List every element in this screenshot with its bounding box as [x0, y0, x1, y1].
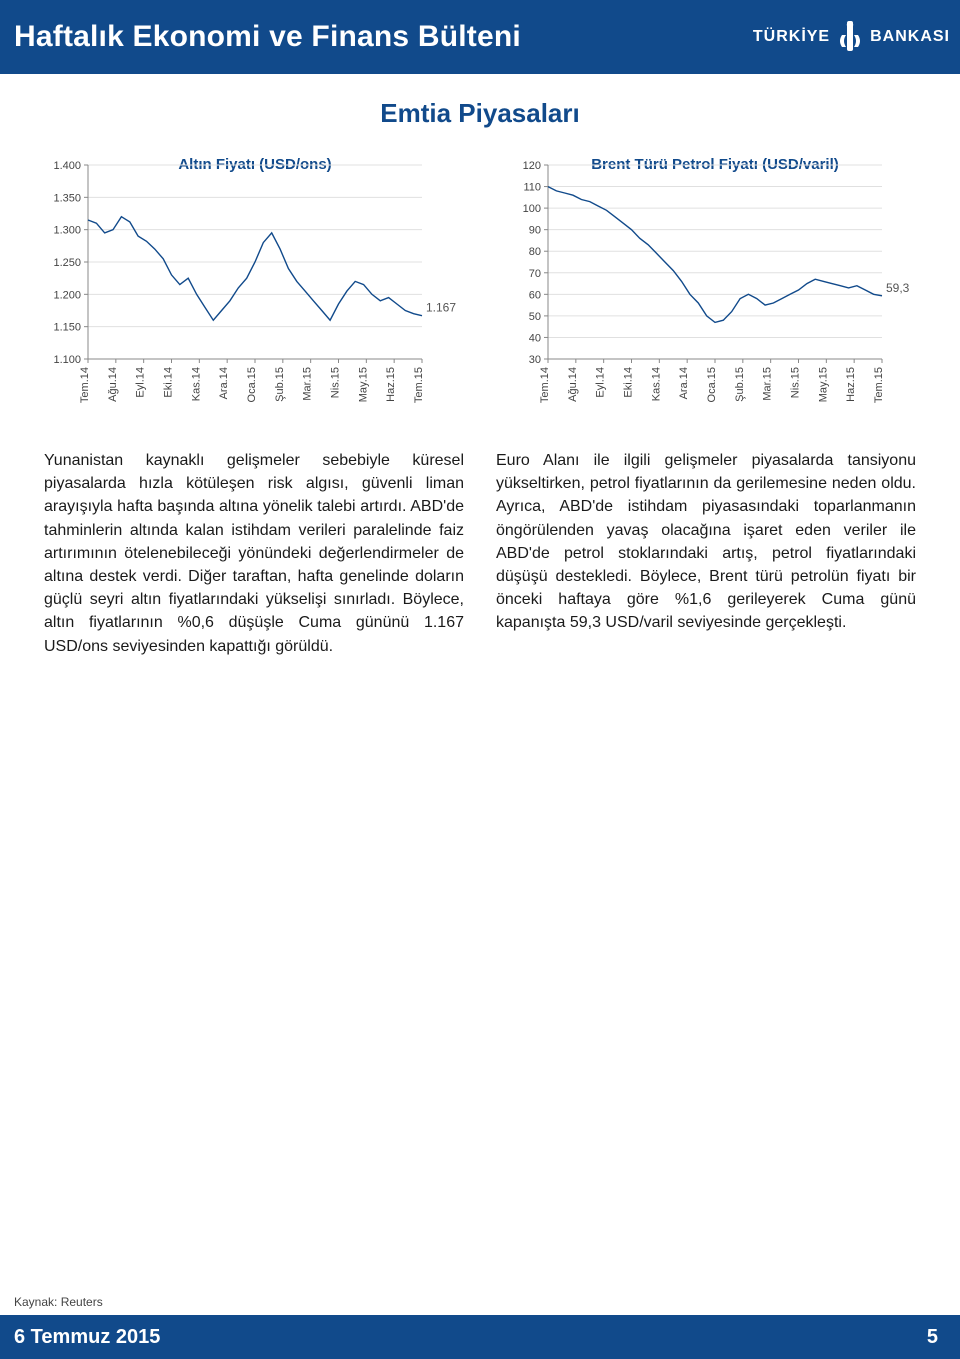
- footer-date: 6 Temmuz 2015: [14, 1326, 160, 1349]
- ytick-label: 120: [523, 160, 541, 172]
- ytick-label: 1.300: [53, 225, 81, 237]
- xtick-label: Nis.15: [330, 367, 342, 398]
- xtick-label: Şub.15: [734, 367, 746, 402]
- xtick-label: Oca.15: [706, 367, 718, 402]
- xtick-label: Ağu.14: [567, 367, 579, 402]
- ytick-label: 100: [523, 203, 541, 215]
- page-title: Haftalık Ekonomi ve Finans Bülteni: [14, 20, 521, 54]
- ytick-label: 60: [529, 289, 541, 301]
- series-line: [548, 187, 882, 323]
- ytick-label: 1.200: [53, 289, 81, 301]
- ytick-label: 50: [529, 311, 541, 323]
- ytick-label: 1.150: [53, 322, 81, 334]
- xtick-label: Eki.14: [623, 367, 635, 398]
- bank-logo-left: TÜRKİYE: [753, 28, 830, 46]
- xtick-label: Oca.15: [246, 367, 258, 402]
- xtick-label: Tem.15: [413, 367, 425, 403]
- ytick-label: 70: [529, 268, 541, 280]
- series-line: [88, 217, 422, 321]
- xtick-label: Eki.14: [163, 367, 175, 398]
- source-line: Kaynak: Reuters: [0, 1295, 960, 1315]
- xtick-label: Eyl.14: [595, 367, 607, 398]
- xtick-label: Ağu.14: [107, 367, 119, 402]
- ytick-label: 30: [529, 354, 541, 366]
- footer-area: Kaynak: Reuters 6 Temmuz 2015 5: [0, 1295, 960, 1359]
- header-bar: Haftalık Ekonomi ve Finans Bülteni TÜRKİ…: [0, 0, 960, 74]
- series-end-label: 59,3: [886, 281, 910, 295]
- ytick-label: 40: [529, 332, 541, 344]
- xtick-label: Mar.15: [762, 367, 774, 401]
- body-right-paragraph: Euro Alanı ile ilgili gelişmeler piyasal…: [496, 449, 916, 658]
- xtick-label: Tem.14: [539, 367, 551, 403]
- footer-page: 5: [927, 1326, 938, 1349]
- xtick-label: Eyl.14: [135, 367, 147, 398]
- footer-bar: 6 Temmuz 2015 5: [0, 1315, 960, 1359]
- bank-logo-right: BANKASI: [870, 28, 950, 46]
- xtick-label: Ara.14: [678, 367, 690, 399]
- body-left-paragraph: Yunanistan kaynaklı gelişmeler sebebiyle…: [44, 449, 464, 658]
- body-text: Yunanistan kaynaklı gelişmeler sebebiyle…: [0, 427, 960, 668]
- xtick-label: Tem.15: [873, 367, 885, 403]
- gold-chart: Altın Fiyatı (USD/ons)1.1001.1501.2001.2…: [40, 147, 460, 417]
- xtick-label: Ara.14: [218, 367, 230, 399]
- ytick-label: 110: [523, 182, 541, 194]
- xtick-label: Tem.14: [79, 367, 91, 403]
- xtick-label: May.15: [817, 367, 829, 402]
- xtick-label: Kas.14: [190, 367, 202, 401]
- xtick-label: Kas.14: [650, 367, 662, 401]
- xtick-label: Mar.15: [302, 367, 314, 401]
- xtick-label: May.15: [357, 367, 369, 402]
- charts-row: Altın Fiyatı (USD/ons)1.1001.1501.2001.2…: [0, 147, 960, 427]
- brent-chart: Brent Türü Petrol Fiyatı (USD/varil)3040…: [500, 147, 920, 417]
- ytick-label: 1.100: [53, 354, 81, 366]
- ytick-label: 1.400: [53, 160, 81, 172]
- series-end-label: 1.167: [426, 301, 456, 315]
- xtick-label: Şub.15: [274, 367, 286, 402]
- gold-chart-svg: Altın Fiyatı (USD/ons)1.1001.1501.2001.2…: [40, 147, 460, 417]
- section-title: Emtia Piyasaları: [0, 74, 960, 147]
- bank-logo: TÜRKİYE BANKASI: [753, 17, 950, 57]
- ytick-label: 1.350: [53, 192, 81, 204]
- isbank-icon: [836, 17, 864, 57]
- xtick-label: Nis.15: [790, 367, 802, 398]
- xtick-label: Haz.15: [385, 367, 397, 402]
- ytick-label: 1.250: [53, 257, 81, 269]
- ytick-label: 80: [529, 246, 541, 258]
- xtick-label: Haz.15: [845, 367, 857, 402]
- brent-chart-svg: Brent Türü Petrol Fiyatı (USD/varil)3040…: [500, 147, 920, 417]
- ytick-label: 90: [529, 225, 541, 237]
